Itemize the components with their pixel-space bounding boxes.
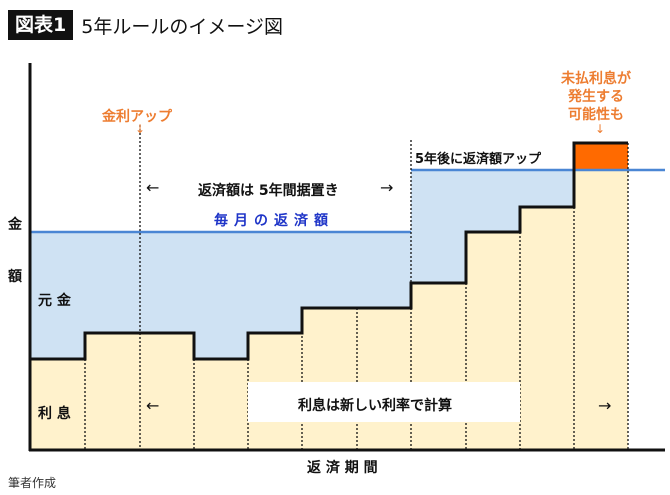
- interest-right-arrow: →: [598, 396, 612, 415]
- unpaid-arrow: ↓: [595, 122, 606, 136]
- figure-title: 図表1 5年ルールのイメージ図: [8, 10, 283, 40]
- unpaid-interest-line1: 未払利息が: [561, 71, 631, 87]
- unpaid-interest-line2: 発生する: [568, 89, 624, 105]
- rate-up-label: 金利アップ: [102, 109, 172, 125]
- interest-note-band: [248, 382, 520, 422]
- interest-area: [30, 170, 628, 450]
- payment-fixed-label: 返済額は 5年間据置き: [198, 183, 339, 199]
- y-axis-label-1: 金: [8, 217, 22, 233]
- rate-up-arrow: ↓: [135, 122, 146, 136]
- source-note: 筆者作成: [8, 476, 57, 490]
- unpaid-interest-line3: 可能性も: [568, 107, 624, 123]
- unpaid-interest-block: [574, 143, 628, 170]
- monthly-payment-label: 毎月の返済額: [214, 213, 334, 229]
- payment-up-label: 5年後に返済額アップ: [415, 152, 542, 167]
- interest-label: 利 息: [38, 406, 71, 422]
- fixed-left-arrow: ←: [146, 178, 160, 197]
- fixed-right-arrow: →: [380, 178, 394, 197]
- y-axis-label-2: 額: [8, 269, 22, 285]
- x-axis-label: 返 済 期 間: [307, 460, 378, 476]
- interest-left-arrow: ←: [146, 396, 160, 415]
- interest-outline: [30, 141, 628, 361]
- interest-new-rate-label: 利息は新しい利率で計算: [298, 398, 452, 414]
- figure-title-text: 5年ルールのイメージ図: [81, 15, 283, 38]
- figure-badge: 図表1: [8, 10, 74, 40]
- principal-label: 元 金: [38, 293, 71, 309]
